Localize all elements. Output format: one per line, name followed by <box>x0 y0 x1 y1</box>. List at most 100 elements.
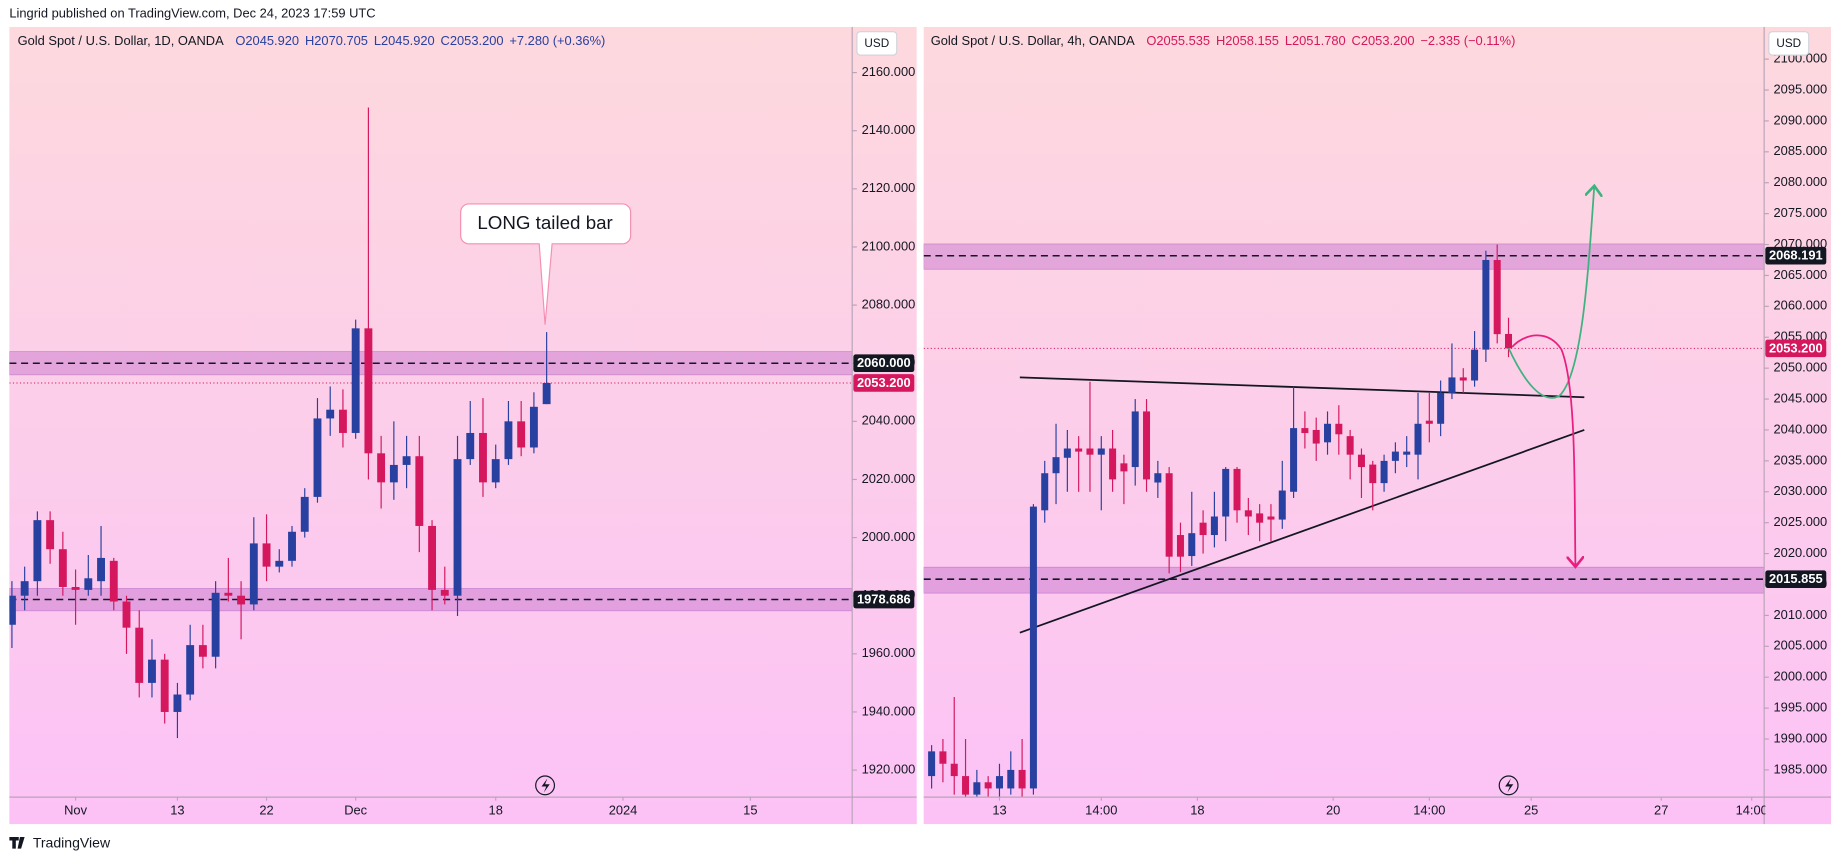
candle-body <box>237 595 246 605</box>
candle-body <box>1018 769 1026 789</box>
candle-body <box>1290 428 1298 492</box>
trendline <box>1019 429 1585 634</box>
candle-body <box>275 560 284 567</box>
x-tick-label: 14:00 <box>1413 803 1445 818</box>
candle-body <box>1357 454 1365 468</box>
candle-body <box>1335 423 1343 435</box>
footer-brand: TradingView <box>33 835 111 851</box>
candle-body <box>288 531 296 561</box>
candle-body <box>529 406 538 448</box>
level-tag-label: 1978.686 <box>857 592 911 607</box>
level-tag-label: 2068.191 <box>1769 248 1823 263</box>
y-tick-label: 1920.000 <box>862 761 916 776</box>
currency-label: USD <box>1776 37 1801 50</box>
y-tick-label: 2060.000 <box>1774 298 1828 313</box>
candle-body <box>109 560 118 602</box>
ohlc-value: O2045.920 <box>235 34 299 49</box>
candle-body <box>351 328 360 433</box>
currency-label: USD <box>864 37 889 50</box>
y-tick-label: 2000.000 <box>862 529 916 544</box>
candle-body <box>9 595 16 625</box>
candle-body <box>402 456 411 465</box>
y-tick-label: 2120.000 <box>862 180 916 195</box>
x-tick-label: 18 <box>489 803 503 818</box>
candle-body <box>1165 473 1173 557</box>
candle-body <box>1120 463 1128 472</box>
candle-body <box>1493 259 1501 335</box>
level-tag <box>1765 246 1827 265</box>
candle-body <box>58 549 67 587</box>
price-axis-corner <box>853 798 917 825</box>
symbol-title: Gold Spot / U.S. Dollar, 1D, OANDA <box>18 34 224 49</box>
y-tick-label: 1960.000 <box>862 645 916 660</box>
candle-body <box>453 459 462 596</box>
candle-body <box>186 645 195 695</box>
y-tick-label: 2065.000 <box>1774 267 1828 282</box>
legend-header: Gold Spot / U.S. Dollar, 1D, OANDA O2045.… <box>18 34 606 49</box>
candle-body <box>71 586 80 590</box>
y-tick-label: 2160.000 <box>862 64 916 79</box>
bullish-arrow <box>1507 188 1595 399</box>
ohlc-value: L2051.780 <box>1285 34 1346 49</box>
candle-body <box>1143 411 1151 480</box>
candle-body <box>33 520 42 582</box>
candle-body <box>428 525 437 590</box>
candle-body <box>973 782 981 795</box>
candle-body <box>504 421 513 460</box>
chart-left: 1920.0001940.0001960.0001980.0002000.000… <box>9 26 917 825</box>
y-tick-label: 2140.000 <box>862 122 916 137</box>
candle-body <box>1007 769 1015 789</box>
x-tick-label: Nov <box>64 803 87 818</box>
candle-body <box>1278 490 1286 520</box>
candle-body <box>198 645 207 657</box>
y-tick-label: 2090.000 <box>1774 112 1828 127</box>
x-tick-label: 18 <box>1190 803 1204 818</box>
ohlc-value: H2070.705 <box>305 34 368 49</box>
y-tick-label: 2035.000 <box>1774 452 1828 467</box>
panel-right <box>923 26 1831 825</box>
y-tick-label: 2010.000 <box>1774 607 1828 622</box>
candle-body <box>1075 448 1083 452</box>
y-tick-label: 2050.000 <box>1774 360 1828 375</box>
publish-info: Lingrid published on TradingView.com, De… <box>9 5 375 20</box>
candle-body <box>377 453 386 483</box>
chart-right: 1985.000 1990.000 1995.000 2000.000 2005.000… <box>923 26 1831 825</box>
ohlc-value: C2053.200 <box>441 34 504 49</box>
candle-body <box>1312 429 1320 444</box>
y-tick-label: 2020.000 <box>862 471 916 486</box>
candle-body <box>1097 448 1105 455</box>
candle-body <box>440 589 449 596</box>
y-tick-label: 1985.000 <box>1774 761 1828 776</box>
y-tick-label: 2075.000 <box>1774 205 1828 220</box>
y-tick-label: 2025.000 <box>1774 514 1828 529</box>
y-tick-label: 2040.000 <box>862 413 916 428</box>
candle-body <box>479 432 487 483</box>
y-tick-label: 2020.000 <box>1774 545 1828 560</box>
ohlc-value: −2.335 (−0.11%) <box>1420 34 1515 49</box>
candle-body <box>1403 451 1411 455</box>
price-tag-label: 2053.200 <box>1769 340 1823 355</box>
candle-body <box>46 520 55 550</box>
price-axis-corner <box>1765 798 1831 825</box>
candle-body <box>1052 457 1060 474</box>
candle-body <box>160 659 169 712</box>
candle-body <box>148 659 156 683</box>
candle-body <box>995 776 1003 789</box>
candle-body <box>415 456 424 526</box>
candle-body <box>1188 533 1196 557</box>
callout: LONG tailed bar <box>460 203 632 325</box>
price-tag <box>1765 339 1827 358</box>
x-tick-label: 2024 <box>609 803 638 818</box>
ohlc-value: O2055.535 <box>1146 34 1210 49</box>
candle-body <box>1391 451 1399 461</box>
candle-body <box>1471 349 1479 381</box>
candle-body <box>950 763 958 777</box>
candle-body <box>1504 333 1513 349</box>
candle-body <box>1414 423 1422 455</box>
x-tick-label: 13 <box>170 803 184 818</box>
candle-body <box>1199 522 1207 536</box>
candle-body <box>1086 448 1094 455</box>
level-tag-label: 2060.000 <box>857 355 911 370</box>
